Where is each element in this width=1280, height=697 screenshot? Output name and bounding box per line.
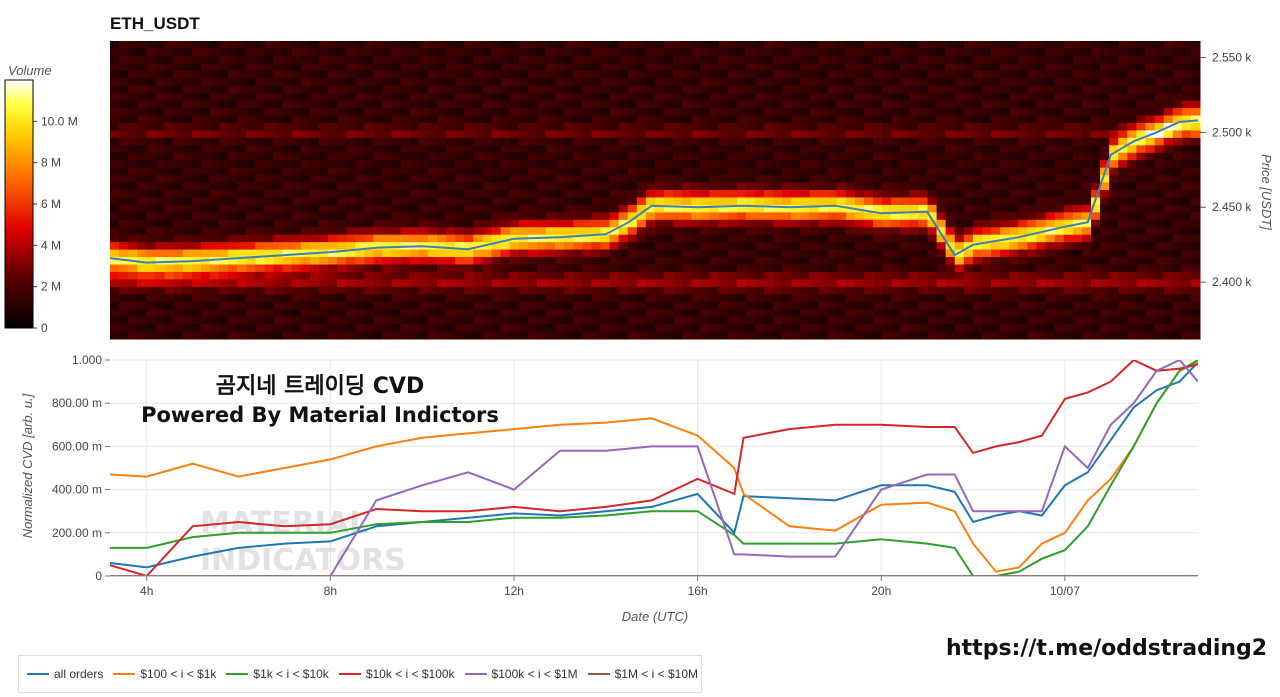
colorbar-tick-label-3: 4 M bbox=[41, 238, 61, 252]
cvd-x-tick-label-4: 20h bbox=[871, 584, 891, 598]
x-axis-label: Date (UTC) bbox=[622, 609, 688, 624]
cvd-y-ticks: 1.000 800.00 m 600.00 m 400.00 m 200.00 m 0 bbox=[52, 353, 110, 583]
legend-item-0[interactable]: all orders bbox=[27, 667, 103, 681]
heatmap-title: ETH_USDT bbox=[110, 14, 200, 33]
heatmap bbox=[110, 41, 1201, 340]
series-line-3 bbox=[110, 360, 1198, 576]
legend-swatch-2 bbox=[226, 673, 249, 675]
legend-label-3: $10k < i < $100k bbox=[365, 667, 455, 681]
colorbar-tick-label-4: 2 M bbox=[41, 280, 61, 294]
colorbar-tick-label-0: 10.0 M bbox=[41, 114, 78, 128]
colorbar bbox=[4, 79, 34, 329]
price-line bbox=[109, 119, 1199, 264]
series-line-2 bbox=[110, 360, 1198, 576]
legend-label-5: $1M < i < $10M bbox=[614, 667, 698, 681]
legend-label-1: $100 < i < $1k bbox=[140, 667, 217, 681]
legend-item-1[interactable]: $100 < i < $1k bbox=[113, 667, 216, 681]
cvd-x-tick-label-3: 16h bbox=[688, 584, 708, 598]
overlay-powered-by: Powered By Material Indictors bbox=[141, 403, 499, 427]
colorbar-tick-label-2: 6 M bbox=[41, 197, 61, 211]
legend-swatch-0 bbox=[27, 673, 49, 675]
cvd-y-tick-label-0: 1.000 bbox=[72, 353, 102, 367]
colorbar-tick-label-1: 8 M bbox=[41, 156, 61, 170]
cvd-x-tick-label-2: 12h bbox=[504, 584, 524, 598]
legend-item-2[interactable]: $1k < i < $10k bbox=[226, 667, 329, 681]
cvd-y-tick-label-5: 0 bbox=[95, 569, 102, 583]
legend-swatch-1 bbox=[113, 673, 136, 675]
watermark-text-2: INDICATORS bbox=[200, 543, 406, 578]
price-tick-label-1: 2.500 k bbox=[1212, 125, 1252, 139]
colorbar-ticks: 10.0 M 8 M 6 M 4 M 2 M 0 bbox=[33, 114, 78, 335]
cvd-x-tick-label-5: 10/07 bbox=[1050, 584, 1080, 598]
series-line-4 bbox=[110, 360, 1198, 576]
cvd-y-tick-label-3: 400.00 m bbox=[52, 483, 102, 497]
cvd-x-ticks: 4h 8h 12h 16h 20h 10/07 bbox=[140, 576, 1080, 598]
legend-item-3[interactable]: $10k < i < $100k bbox=[338, 667, 455, 681]
legend-item-5[interactable]: $1M < i < $10M bbox=[587, 667, 698, 681]
cvd-y-axis-label: Normalized CVD [arb. u.] bbox=[20, 393, 35, 538]
price-tick-label-3: 2.400 k bbox=[1212, 275, 1252, 289]
cvd-x-tick-label-1: 8h bbox=[324, 584, 337, 598]
colorbar-tick-label-5: 0 bbox=[41, 321, 48, 335]
legend-label-2: $1k < i < $10k bbox=[253, 667, 329, 681]
series-line-0 bbox=[110, 361, 1198, 569]
legend-swatch-3 bbox=[338, 673, 361, 675]
telegram-link[interactable]: https://t.me/oddstrading2 bbox=[946, 636, 1268, 661]
overlay-title-korean: 곰지네 트레이딩 CVD bbox=[215, 374, 425, 399]
series-line-1 bbox=[110, 361, 1198, 573]
legend-label-0: all orders bbox=[54, 667, 104, 681]
legend-swatch-4 bbox=[464, 673, 487, 675]
price-tick-label-0: 2.550 k bbox=[1212, 50, 1252, 64]
cvd-lines bbox=[110, 360, 1198, 576]
legend: all orders $100 < i < $1k $1k < i < $10k $1… bbox=[18, 655, 702, 693]
legend-label-4: $100k < i < $1M bbox=[491, 667, 578, 681]
cvd-y-tick-label-1: 800.00 m bbox=[52, 396, 102, 410]
colorbar-label: Volume bbox=[8, 63, 52, 78]
cvd-y-tick-label-2: 600.00 m bbox=[52, 439, 102, 453]
price-axis-ticks: 2.550 k 2.500 k 2.450 k 2.400 k bbox=[1200, 50, 1252, 289]
legend-item-4[interactable]: $100k < i < $1M bbox=[464, 667, 578, 681]
cvd-plot-area bbox=[110, 360, 1198, 576]
price-tick-label-2: 2.450 k bbox=[1212, 200, 1252, 214]
cvd-x-tick-label-0: 4h bbox=[140, 584, 153, 598]
legend-swatch-5 bbox=[587, 673, 610, 675]
cvd-y-tick-label-4: 200.00 m bbox=[52, 526, 102, 540]
price-axis-label: Price [USDT] bbox=[1259, 154, 1274, 230]
